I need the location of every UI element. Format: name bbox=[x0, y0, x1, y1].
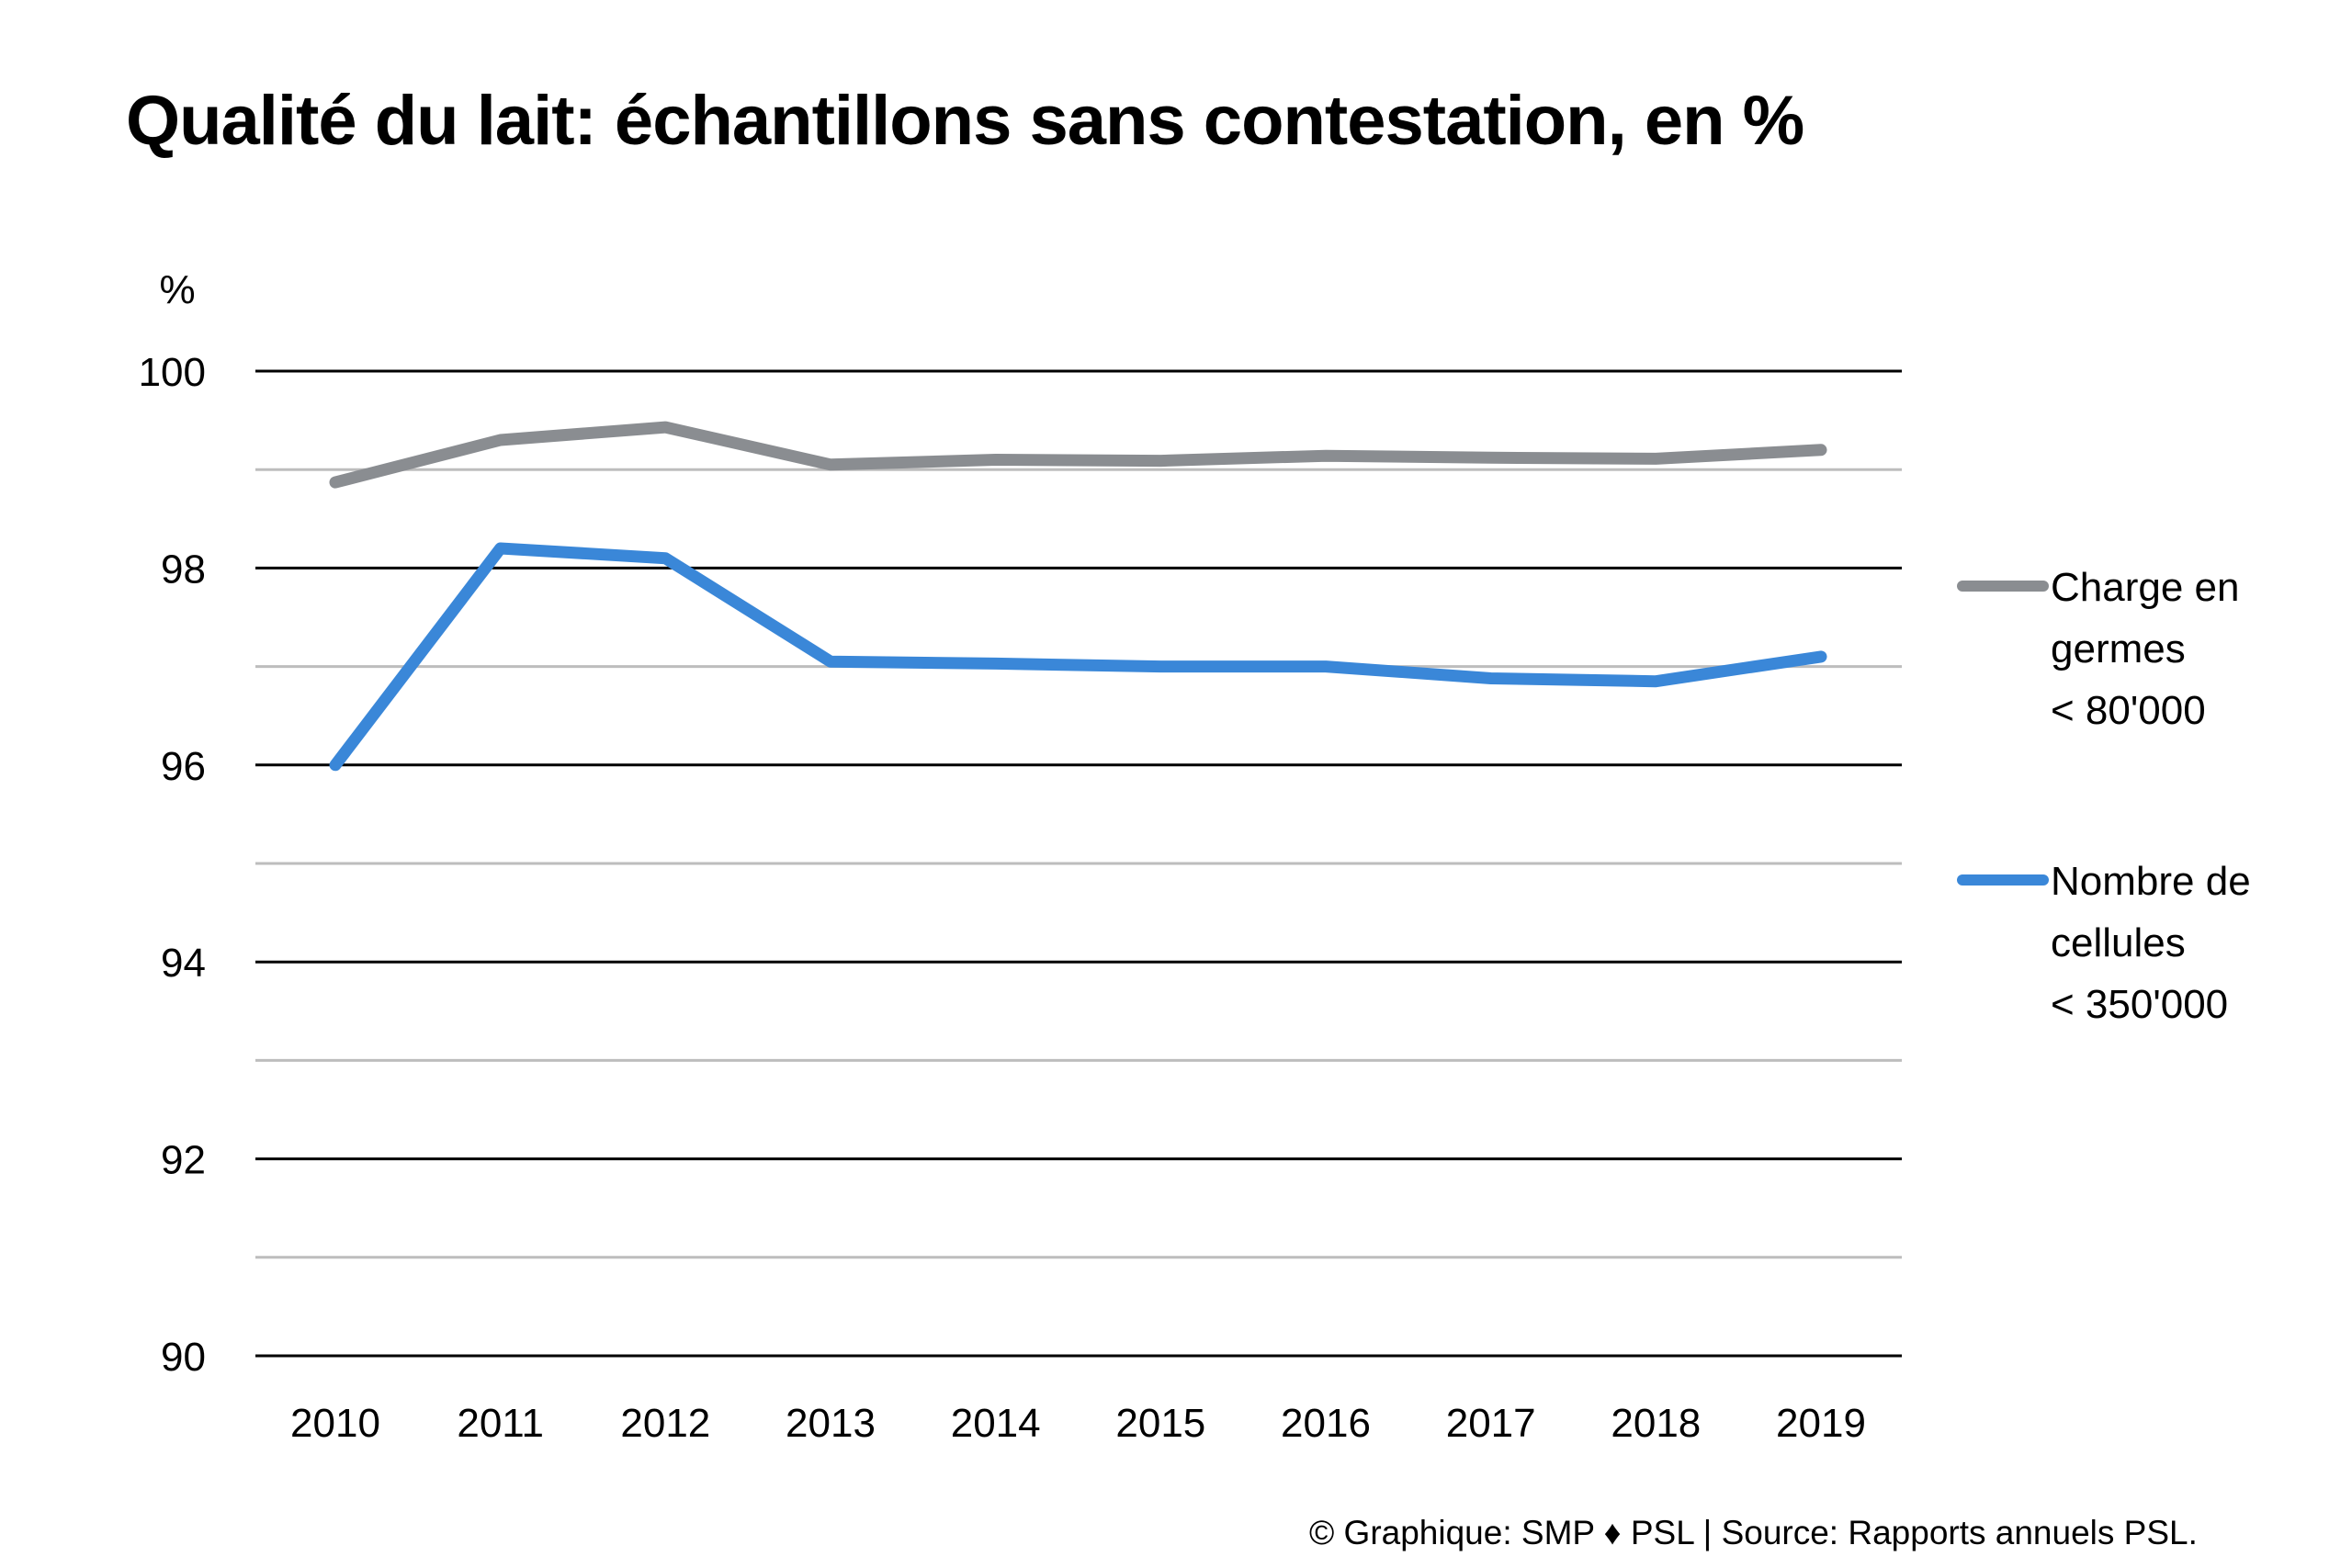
y-tick-label: 96 bbox=[161, 744, 206, 789]
x-tick-label: 2016 bbox=[1281, 1401, 1371, 1446]
x-tick-label: 2011 bbox=[457, 1401, 544, 1446]
y-tick-label: 94 bbox=[161, 941, 206, 986]
legend-label-line: germes bbox=[2051, 626, 2186, 671]
y-axis-unit-label: % bbox=[159, 267, 195, 312]
legend-label-line: cellules bbox=[2051, 920, 2186, 965]
footer-credit: © Graphique: SMP ♦ PSL | Source: Rapport… bbox=[1309, 1514, 2198, 1551]
x-tick-label: 2015 bbox=[1115, 1401, 1205, 1446]
x-tick-label: 2017 bbox=[1446, 1401, 1536, 1446]
legend-swatch bbox=[1957, 874, 2049, 886]
x-tick-label: 2010 bbox=[290, 1401, 380, 1446]
legend-label-line: Charge en bbox=[2051, 565, 2240, 610]
legend-label: Charge en germes < 80'000 bbox=[2051, 557, 2290, 741]
series-line-nombre-cellules bbox=[329, 542, 1827, 772]
legend-item: Nombre de cellules < 350'000 bbox=[1957, 851, 2290, 1035]
y-tick-label: 90 bbox=[161, 1335, 206, 1380]
x-tick-label: 2013 bbox=[786, 1401, 876, 1446]
legend-label-line: < 80'000 bbox=[2051, 688, 2206, 733]
legend-label-line: < 350'000 bbox=[2051, 982, 2229, 1027]
legend-swatch bbox=[1957, 581, 2049, 592]
y-tick-label: 98 bbox=[161, 547, 206, 592]
y-tick-label: 92 bbox=[161, 1138, 206, 1183]
legend-label: Nombre de cellules < 350'000 bbox=[2051, 851, 2290, 1035]
x-tick-label: 2019 bbox=[1776, 1401, 1866, 1446]
chart-title: Qualité du lait: échantillons sans conte… bbox=[126, 82, 1804, 160]
x-tick-label: 2012 bbox=[620, 1401, 710, 1446]
x-tick-label: 2018 bbox=[1611, 1401, 1701, 1446]
series-lines bbox=[329, 421, 1827, 772]
x-tick-label: 2014 bbox=[951, 1401, 1041, 1446]
gridlines bbox=[255, 369, 1902, 1358]
legend-item: Charge en germes < 80'000 bbox=[1957, 557, 2290, 741]
axis-labels: 100 98 96 94 92 90% 2010 2011 2012 2013 2014 2015 20… bbox=[139, 267, 1866, 1446]
series-line-charge-germes bbox=[329, 421, 1827, 489]
legend-label-line: Nombre de bbox=[2051, 859, 2251, 904]
y-tick-label: 100 bbox=[139, 350, 206, 395]
